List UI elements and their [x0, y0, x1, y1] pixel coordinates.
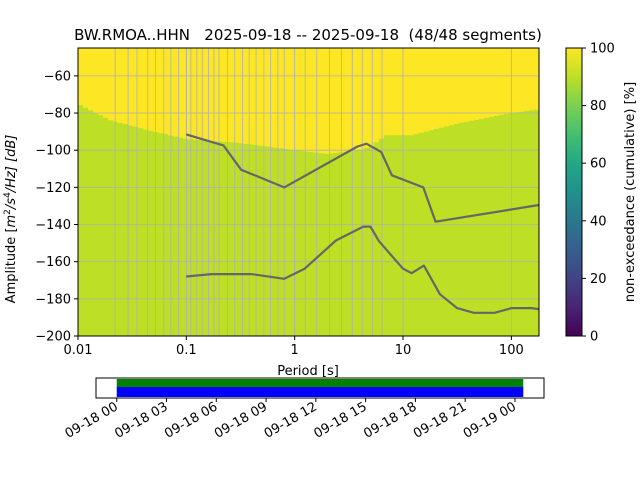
x-tick-label: 1 — [291, 343, 299, 358]
x-axis: 0.01 0.1 1 10 100 — [64, 336, 524, 358]
colorbar-tick-label: 60 — [590, 157, 607, 172]
vertical-gridlines — [78, 48, 512, 336]
probability-bands — [78, 105, 539, 336]
colorbar-tick-label: 0 — [590, 330, 598, 345]
y-tick-label: −100 — [35, 144, 71, 159]
x-tick-label: 10 — [395, 343, 412, 358]
timeline-tick-label: 09-18 03 — [112, 399, 170, 441]
y-tick-label: −180 — [35, 292, 71, 307]
x-tick-label: 100 — [499, 343, 524, 358]
plot-area — [78, 48, 539, 336]
colorbar-gradient — [565, 47, 583, 337]
y-tick-label: −60 — [44, 69, 71, 84]
y-tick-label: −80 — [44, 107, 71, 122]
timeline-tick-label: 09-18 12 — [262, 399, 320, 441]
colorbar-label: non-exceedance (cumulative) [%] — [623, 82, 638, 302]
y-axis: −60 −80 −100 −120 −140 −160 −180 −200 — [35, 69, 78, 345]
timeline-tick-label: 09-18 21 — [411, 399, 469, 441]
colorbar-ticks: 0 20 40 60 80 100 — [582, 42, 615, 345]
chart-title: BW.RMOA..HHN 2025-09-18 -- 2025-09-18 (4… — [74, 26, 542, 44]
timeline-tick-label: 09-18 18 — [361, 399, 419, 441]
timeline-tick-label: 09-18 00 — [63, 399, 121, 441]
colorbar: 0 20 40 60 80 100 non-exceedance (cumulative)… — [565, 42, 638, 345]
timeline-tick-label: 09-19 00 — [461, 399, 519, 441]
horizontal-gridlines — [78, 75, 539, 336]
timeline-tick-label: 09-18 15 — [312, 399, 370, 441]
timeline-frame — [95, 377, 545, 399]
x-tick-label: 0.01 — [64, 343, 93, 358]
y-tick-label: −140 — [35, 218, 71, 233]
plot-frame — [77, 47, 540, 337]
band-p95 — [78, 105, 539, 336]
timeline-tick-label: 09-18 09 — [212, 399, 270, 441]
noise-model-lines — [185, 133, 539, 314]
colorbar-tick-label: 40 — [590, 214, 607, 229]
new-high-noise-model-line — [185, 133, 539, 223]
y-tick-label: −160 — [35, 255, 71, 270]
colorbar-tick-label: 100 — [590, 42, 615, 57]
new-low-noise-model-line — [186, 225, 539, 314]
colorbar-tick-label: 20 — [590, 272, 607, 287]
y-tick-label: −120 — [35, 181, 71, 196]
y-tick-label: −200 — [35, 330, 71, 345]
y-axis-label: Amplitude [m2/s4/Hz] [dB] — [3, 135, 19, 304]
timeline-tick-label: 09-18 06 — [162, 399, 220, 441]
timeline-bars — [116, 379, 524, 397]
x-tick-label: 0.1 — [176, 343, 197, 358]
colorbar-tick-label: 80 — [590, 99, 607, 114]
timeline-used-bar — [116, 379, 524, 387]
x-axis-label: Period [s] — [277, 364, 339, 379]
timeline-data-bar — [116, 387, 524, 397]
